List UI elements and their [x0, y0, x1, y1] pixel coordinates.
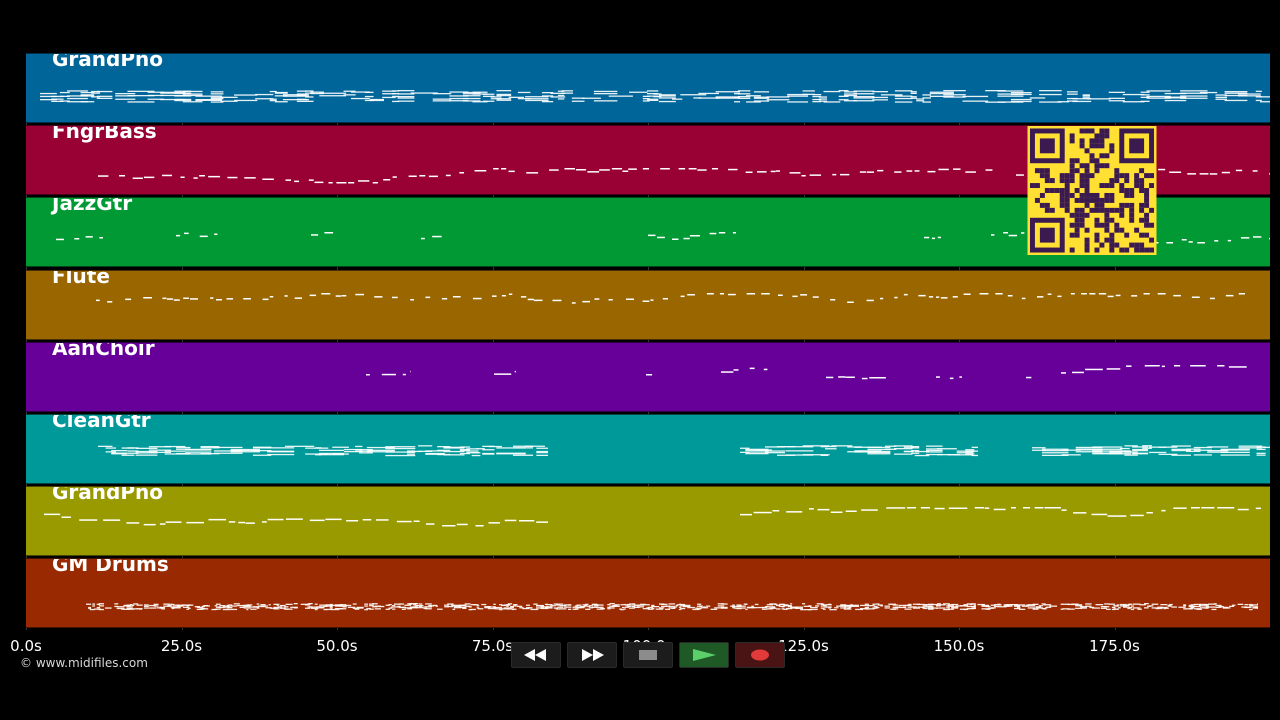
track-name: AahChoir [52, 341, 155, 360]
stop-button[interactable] [623, 642, 673, 668]
track-name: CleanGtr [52, 414, 151, 432]
note-roll [40, 90, 1270, 103]
play-icon [693, 649, 716, 661]
stop-icon [639, 650, 657, 660]
track-name: GrandPno [52, 53, 163, 71]
track-name: FngrBass [52, 125, 157, 144]
record-button[interactable] [735, 642, 785, 668]
note-roll [44, 507, 1261, 527]
grid-line [959, 53, 960, 630]
rewind-icon [524, 649, 546, 661]
record-icon [751, 649, 769, 661]
fast-forward-button[interactable] [567, 642, 617, 668]
time-tick-label: 75.0s [471, 637, 514, 655]
time-tick-label: 175.0s [1089, 637, 1140, 655]
track-name: JazzGtr [52, 197, 133, 216]
track-lane[interactable]: GrandPno [26, 53, 1270, 123]
track-name: GrandPno [52, 486, 163, 505]
note-roll [86, 603, 1259, 611]
note-roll [96, 292, 1245, 304]
grid-line [26, 53, 27, 630]
grid-line [648, 53, 649, 630]
grid-line [1114, 53, 1116, 630]
track-name: GM Drums [52, 558, 169, 577]
grid-line [492, 53, 494, 630]
track-lane[interactable]: Flute [26, 269, 1270, 340]
fast-forward-icon [582, 649, 604, 661]
track-lane[interactable]: GM Drums [26, 558, 1270, 629]
track-list: GrandPno FngrBass JazzGtr Flute AahChoir Clea… [26, 53, 1270, 630]
grid-line [337, 53, 338, 630]
time-tick-label: 0.0s [10, 637, 42, 655]
track-lane[interactable]: CleanGtr [26, 414, 1270, 484]
grid-line [803, 53, 805, 630]
track-lane[interactable]: GrandPno [26, 486, 1270, 557]
track-name: Flute [52, 269, 110, 288]
track-lane[interactable]: AahChoir [26, 341, 1270, 412]
note-roll [366, 364, 1247, 380]
time-tick-label: 50.0s [316, 637, 358, 655]
transport-controls [511, 642, 785, 668]
rewind-button[interactable] [511, 642, 561, 668]
time-tick-label: 125.0s [778, 637, 829, 655]
time-tick-label: 25.0s [160, 637, 203, 655]
qr-code-image [1027, 126, 1157, 255]
copyright-notice: © www.midifiles.com [20, 656, 148, 670]
play-button[interactable] [679, 642, 729, 668]
time-tick-label: 150.0s [933, 637, 985, 655]
note-roll [98, 445, 1270, 457]
grid-line [181, 53, 183, 630]
